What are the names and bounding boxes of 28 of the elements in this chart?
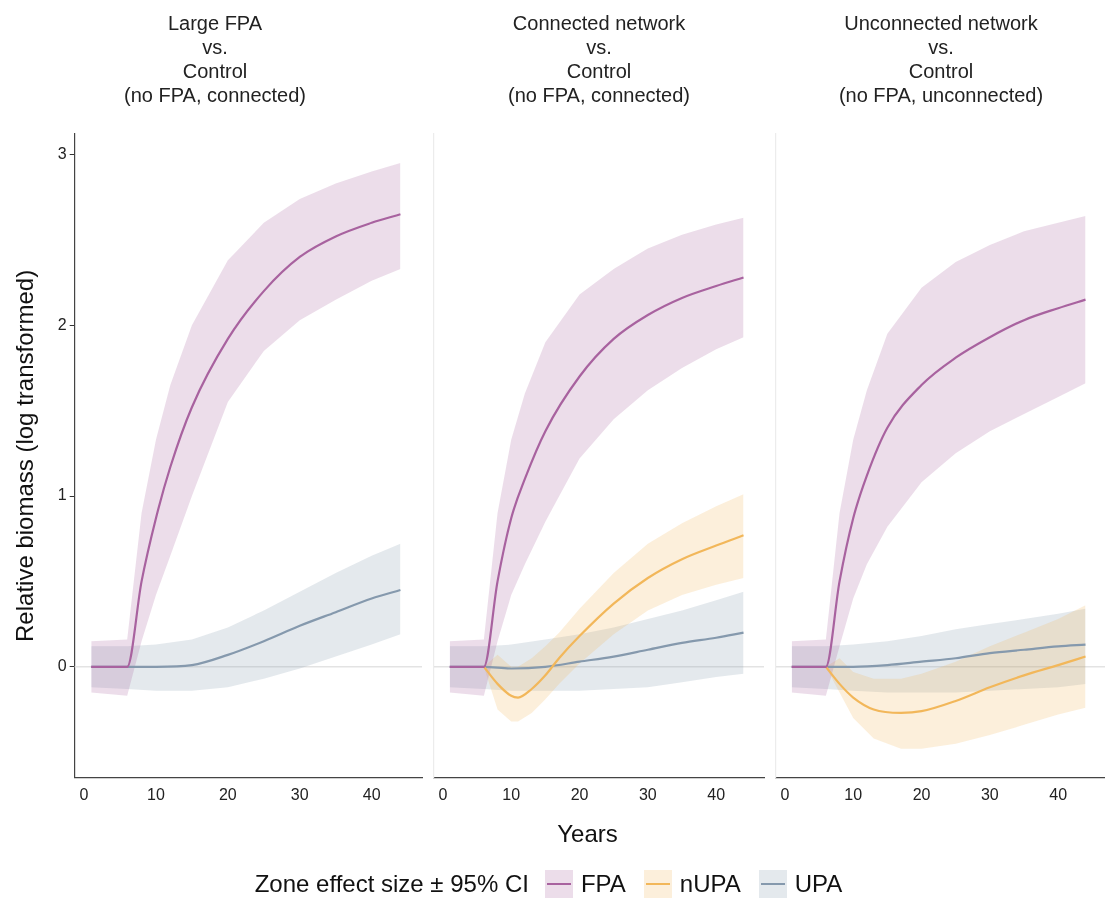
x-tick-label: 30 bbox=[980, 785, 999, 803]
legend-label: UPA bbox=[794, 870, 843, 898]
y-tick-label: 1 bbox=[57, 486, 67, 504]
x-tick-label: 0 bbox=[780, 785, 790, 803]
x-tick-label: 40 bbox=[362, 785, 381, 803]
chart-title: Large FPA vs. Control (no FPA, connected) bbox=[124, 11, 306, 106]
x-tick-label: 20 bbox=[912, 785, 931, 803]
x-tick-label: 20 bbox=[218, 785, 237, 803]
x-tick-label: 10 bbox=[147, 785, 165, 803]
y-tick-label: 2 bbox=[57, 315, 67, 333]
x-tick-label: 20 bbox=[570, 785, 589, 803]
x-tick-label: 40 bbox=[1049, 785, 1068, 803]
x-tick-label: 40 bbox=[707, 785, 726, 803]
x-tick-label: 10 bbox=[844, 785, 863, 803]
legend-label: nUPA bbox=[679, 870, 741, 898]
legend-label: FPA bbox=[580, 870, 626, 898]
x-tick-label: 10 bbox=[502, 785, 521, 803]
y-axis-title: Relative biomass (log transformed) bbox=[11, 269, 39, 642]
x-tick-label: 0 bbox=[79, 785, 89, 803]
x-tick-label: 30 bbox=[290, 785, 309, 803]
chart-title: Connected network vs. Control (no FPA, connected) bbox=[508, 11, 690, 106]
legend-title: Zone effect size ± 95% CI bbox=[254, 870, 529, 898]
y-tick-label: 3 bbox=[57, 144, 67, 162]
y-tick-label: 0 bbox=[57, 657, 67, 675]
chart-title: Unconnected network vs. Control (no FPA, unconnected) bbox=[838, 11, 1044, 106]
x-tick-label: 0 bbox=[438, 785, 448, 803]
x-tick-label: 30 bbox=[638, 785, 657, 803]
x-axis-title: Years bbox=[556, 820, 619, 848]
